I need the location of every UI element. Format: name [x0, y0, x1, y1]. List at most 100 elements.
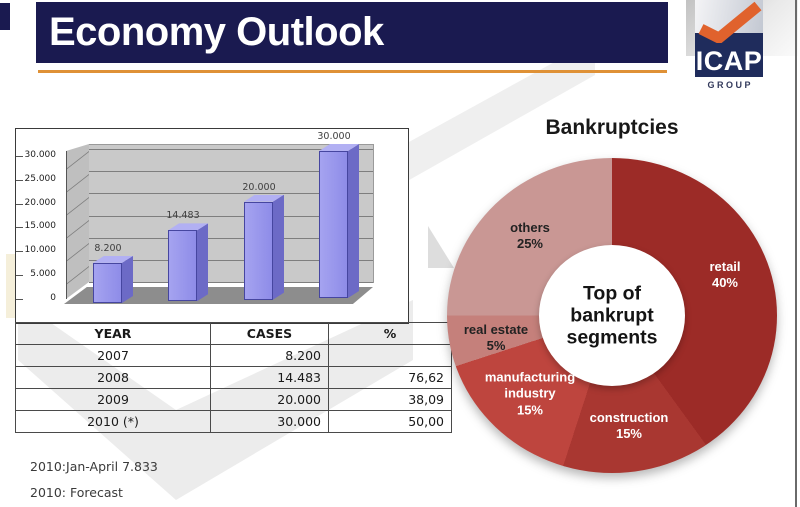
pie-label-line: 5%: [486, 338, 506, 353]
logo-group-text: G R O U P: [707, 80, 751, 90]
chart-sidewall: [66, 144, 89, 299]
sideline-gridline: [66, 266, 89, 285]
pie-label-line: manufacturing: [484, 369, 576, 385]
bar-side-face: [122, 256, 133, 303]
y-axis-tick: [16, 251, 23, 253]
gridline: [89, 149, 373, 150]
y-axis-line: [66, 151, 67, 299]
table-row: 2008 14.483 76,62: [15, 366, 452, 389]
pie-label-line: others: [510, 219, 550, 235]
table-header-cell: CASES: [210, 322, 329, 345]
y-axis-tick-label: 0: [50, 292, 56, 303]
gridline: [89, 171, 373, 173]
bar-top-face: [93, 255, 133, 263]
bar-front-face: [93, 262, 122, 303]
bar-top-face: [319, 144, 359, 151]
table-cell: 30.000: [210, 410, 329, 433]
center-label-line: Top of: [582, 281, 642, 304]
pie-segment-label: real estate 5%: [464, 322, 528, 355]
footnote-jan-april: 2010:Jan-April 7.833: [30, 459, 158, 474]
table-cell: 50,00: [328, 410, 452, 433]
table-body: 2007 8.200 2008 14.483 76,62 2009 20.000 38,09 2…: [15, 344, 452, 433]
gridline: [89, 193, 373, 195]
pie-label-line: 15%: [615, 426, 643, 441]
bar-front-face: [168, 230, 197, 302]
donut-chart-title: Bankruptcies: [545, 116, 679, 139]
bar-top-face: [244, 194, 284, 202]
gridline: [89, 215, 373, 217]
gridline: [89, 282, 373, 284]
table-header-cell: %: [328, 322, 452, 345]
pie-label-line: industry: [504, 385, 556, 401]
y-axis-tick: [16, 227, 23, 229]
donut-chart: Top of bankrupt segments retail 40% constr…: [447, 158, 777, 473]
bar-value-label: 14.483: [166, 210, 200, 222]
y-axis-tick: [16, 298, 23, 300]
y-axis-tick: [16, 156, 23, 157]
bar-top-face: [168, 223, 208, 231]
table-cell: 14.483: [210, 366, 329, 389]
gridline: [89, 237, 373, 239]
y-axis-tick-label: 20.000: [24, 197, 57, 208]
table-cell: 2008: [15, 366, 211, 389]
icap-logo: ICAP G R O U P: [695, 0, 763, 93]
donut-hole: [539, 245, 685, 386]
watermark-sliver: [6, 254, 15, 318]
sideline-gridline: [66, 174, 89, 193]
table-cell: 20.000: [210, 388, 329, 411]
bar-chart: 30.000 25.000 20.000 15.000 10.000 5.000 0 8.20…: [15, 128, 409, 324]
pie-label-line: real estate: [463, 321, 529, 337]
bar-front-face: [244, 201, 273, 300]
bar-side-face: [348, 144, 359, 298]
gridline: [89, 260, 373, 261]
pie-label-line: 40%: [711, 275, 739, 290]
pie-segment-label: manufacturing industry 15%: [485, 370, 575, 419]
pie-label-line: retail: [709, 258, 741, 274]
pie-segment-label: retail 40%: [709, 259, 740, 292]
table-row: 2010 (*) 30.000 50,00: [15, 410, 452, 433]
y-axis-tick: [16, 275, 23, 276]
checkmark-swoosh-icon: [698, 1, 762, 43]
table-row: 2009 20.000 38,09: [15, 388, 452, 411]
chart-floor: [64, 287, 373, 304]
bar-side-face: [273, 195, 284, 300]
pie-segment-label: construction 15%: [590, 410, 669, 443]
y-axis-tick-label: 30.000: [24, 150, 57, 160]
table-head: YEAR CASES%: [15, 322, 452, 345]
pie-segment-label: others 25%: [510, 220, 550, 253]
bar-value-label: 30.000: [317, 131, 351, 142]
corner-accent-square: [0, 3, 10, 30]
table-cell: 76,62: [328, 366, 452, 389]
logo-brand-text: ICAP: [695, 46, 763, 76]
table-cell: [328, 344, 452, 367]
table-cell: 2007: [15, 344, 211, 367]
table-header-cell: YEAR: [15, 322, 211, 345]
page-title: Economy Outlook: [36, 2, 668, 63]
pie-label-line: 15%: [516, 402, 544, 418]
center-label-line: segments: [566, 326, 658, 349]
y-axis-tick: [16, 203, 23, 205]
y-axis-tick-label: 5.000: [30, 269, 56, 279]
table-cell: 8.200: [210, 344, 329, 367]
table-cell: 38,09: [328, 388, 452, 411]
slide-right-border: [795, 0, 797, 507]
table-row: 2007 8.200: [15, 344, 452, 367]
center-label-line: bankrupt: [570, 304, 654, 327]
footnote-forecast: 2010: Forecast: [30, 485, 123, 500]
bar-side-face: [197, 223, 208, 301]
table-header-row: YEAR CASES%: [15, 322, 452, 345]
title-underline-rule: [38, 70, 667, 73]
data-table: YEAR CASES% 2007 8.200 2008 14.483 76,62 2009 2…: [15, 322, 452, 433]
bar-front-face: [319, 151, 348, 298]
pie-label-line: 25%: [516, 236, 544, 251]
bar-chart-plot: 30.000 25.000 20.000 15.000 10.000 5.000 0 8.20…: [16, 129, 408, 323]
pie-label-line: construction: [589, 409, 669, 425]
sideline-gridline: [66, 220, 89, 239]
table-cell: 2010 (*): [15, 410, 211, 433]
table-cell: 2009: [15, 388, 211, 411]
bar-value-label: 8.200: [94, 242, 122, 254]
bar-value-label: 20.000: [242, 181, 276, 193]
y-axis-tick: [16, 179, 23, 181]
logo-square: ICAP: [695, 0, 763, 77]
